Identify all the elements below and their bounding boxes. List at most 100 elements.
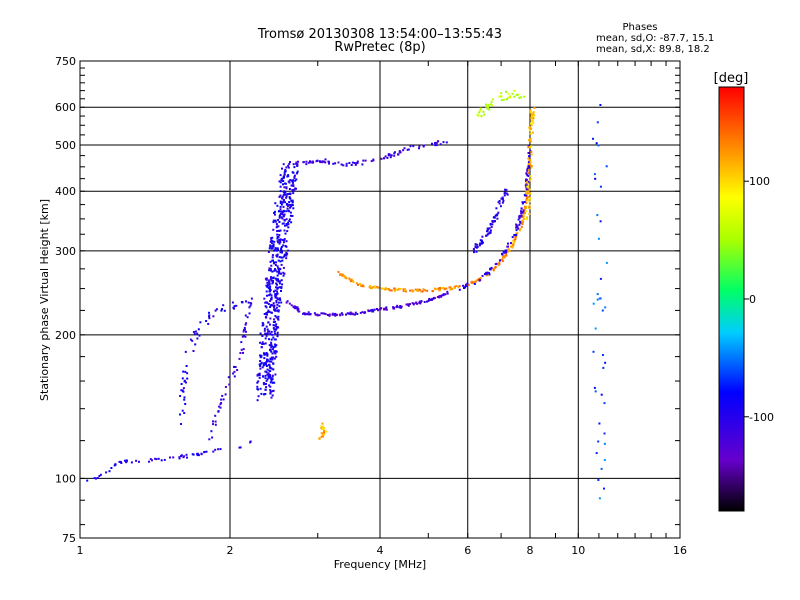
echo-point-x-f-main: [525, 201, 528, 204]
echo-point-o-f-base: [426, 300, 428, 303]
echo-point-o-f-base: [385, 306, 388, 309]
grid-lines: [80, 61, 680, 538]
echo-point-o-f-cusp: [272, 389, 275, 392]
echo-point-o-f-cusp: [271, 394, 274, 397]
echo-point-x-cusp: [529, 126, 532, 129]
echo-point-o-oblique: [490, 229, 492, 232]
echo-point-o-f1-low: [193, 332, 196, 335]
echo-point-o-f-cusp: [259, 362, 262, 365]
echo-point-o-f-cusp: [278, 216, 281, 219]
echo-point-upper-scatter: [505, 90, 508, 93]
echo-point-o-f-cusp: [277, 259, 280, 262]
echo-point-o-f-cusp: [265, 325, 268, 328]
echo-point-o-f-cusp: [269, 285, 272, 288]
echo-point-o-f-upper: [527, 152, 530, 154]
echo-point-o-oblique: [489, 231, 492, 234]
echo-point-x-cusp: [529, 138, 532, 141]
echo-point-o-f-cusp: [280, 290, 282, 292]
echo-point-o-f-cusp: [273, 240, 276, 243]
echo-point-x-f-main: [521, 223, 524, 225]
echo-point-o-f-cusp: [263, 363, 266, 366]
echo-point-o-f-cusp: [274, 202, 277, 205]
x-tick-label: 1: [77, 544, 84, 557]
echo-point-o-e-low: [178, 457, 181, 460]
echo-point-o-e-low: [160, 459, 163, 462]
echo-point-o-f-cusp: [276, 334, 279, 337]
echo-point-o-f-cusp: [264, 393, 267, 395]
echo-point-x-f-main: [409, 289, 412, 292]
echo-point-o-f-cusp: [289, 161, 291, 163]
echo-point-upper-scatter: [488, 108, 491, 111]
echo-point-upper-scatter: [511, 92, 514, 95]
echo-point-x-cusp: [530, 166, 533, 169]
echo-point-o-oblique: [493, 220, 496, 223]
echo-point-right-edge: [595, 452, 598, 455]
echo-point-x-cusp: [527, 206, 530, 209]
echo-point-x-f-main: [522, 215, 525, 218]
y-axis-label: Stationary phase Virtual Height [km]: [38, 199, 51, 401]
echo-point-o-f-base: [367, 310, 370, 313]
echo-point-o-f-cusp: [268, 374, 271, 376]
echo-point-o-f-base: [398, 306, 401, 309]
echo-point-o-f-cusp: [281, 217, 284, 220]
echo-point-o-f2-upper: [402, 149, 405, 152]
echo-point-x-cusp: [529, 111, 532, 114]
echo-point-o-f-cusp: [259, 367, 262, 370]
echo-point-o-f-cusp: [257, 380, 260, 383]
echo-point-o-f-cusp: [263, 297, 266, 300]
echo-point-o-f-cusp: [283, 229, 286, 232]
echo-point-o-f2-upper: [295, 161, 298, 164]
echo-point-o-f-cusp: [283, 219, 286, 222]
echo-point-o-f-cusp: [273, 318, 275, 321]
echo-point-o-f-cusp: [281, 283, 284, 286]
echo-point-o-e-low: [154, 457, 157, 460]
echo-point-o-oblique: [494, 214, 497, 217]
echo-point-x-cusp: [529, 197, 532, 200]
echo-point-x-f-main: [528, 179, 531, 182]
echo-point-x-cusp: [526, 186, 529, 189]
echo-point-o-f2-upper: [302, 161, 305, 164]
echo-point-o-f-cusp: [285, 210, 288, 213]
echo-point-o-f1-low: [184, 370, 187, 373]
echo-point-o-f-cusp: [269, 240, 272, 243]
echo-point-o-f-upper: [526, 188, 529, 190]
echo-point-o-f2-upper: [296, 163, 299, 165]
echo-point-o-f-cusp: [265, 365, 268, 367]
echo-point-o-f-cusp: [282, 201, 285, 204]
echo-point-o-oblique: [479, 242, 482, 245]
echo-point-x-f-main: [357, 283, 359, 286]
echo-point-o-f-cusp: [270, 276, 272, 279]
echo-point-o-f2-upper: [321, 161, 324, 164]
echo-point-o-f-cusp: [292, 190, 295, 193]
echo-point-right-edge: [600, 467, 603, 470]
echo-point-o-f-cusp: [271, 358, 274, 361]
echo-point-o-f-cusp: [270, 360, 273, 363]
echo-point-right-edge: [599, 220, 602, 223]
echo-point-o-f1-low: [208, 311, 210, 314]
echo-point-o-f-cusp: [274, 219, 277, 222]
echo-point-o-f-cusp: [282, 244, 285, 247]
echo-point-o-f-cusp: [278, 195, 281, 198]
echo-point-o-f-cusp: [290, 184, 293, 187]
echo-point-o-f-cusp: [273, 304, 276, 307]
echo-point-x-cusp: [532, 111, 535, 114]
echo-point-o-f-cusp: [275, 355, 278, 358]
echo-point-o-f-upper: [526, 167, 529, 170]
colorbar: [718, 86, 745, 512]
echo-point-o-e-rise: [242, 351, 244, 354]
echo-point-x-cusp: [532, 121, 535, 124]
echo-point-x-cusp: [530, 114, 533, 117]
echo-point-o-f-cusp: [278, 286, 281, 289]
echo-point-o-f-cusp: [264, 305, 267, 308]
echo-point-o-f-cusp: [285, 223, 288, 225]
echo-point-x-cusp: [530, 164, 533, 167]
echo-point-o-f-cusp: [292, 207, 295, 210]
echo-point-o-f-cusp: [289, 204, 292, 206]
echo-point-o-f-cusp: [272, 277, 275, 279]
echo-point-o-e-rise: [242, 334, 245, 337]
echo-point-o-f-base: [335, 314, 338, 316]
echo-point-o-f-cusp: [265, 284, 268, 287]
echo-point-o-f-cusp: [266, 368, 269, 371]
echo-point-upper-scatter: [515, 93, 518, 96]
echo-point-o-e-rise: [212, 420, 214, 423]
